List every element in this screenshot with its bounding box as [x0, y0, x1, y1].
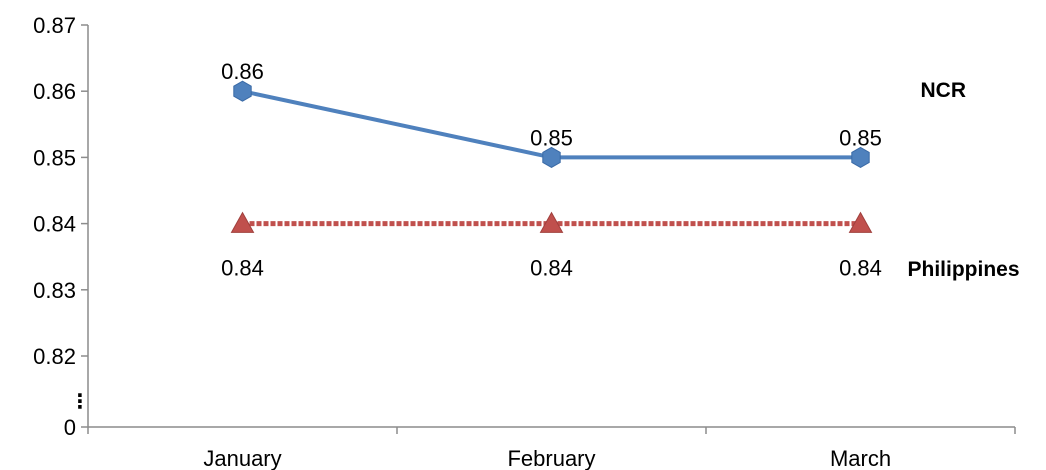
- y-tick-label: 0.87: [33, 13, 76, 38]
- y-tick-label: 0.85: [33, 145, 76, 170]
- data-label-ncr: 0.85: [530, 125, 573, 150]
- series-layer: 0.86 0.85 0.85 NCR 0.84 0.84 0.84 Philippines: [221, 59, 1019, 281]
- x-tick-label: March: [830, 446, 891, 470]
- data-point-ncr: [233, 80, 252, 102]
- data-point-philippines: [848, 211, 873, 233]
- y-tick-label: 0.82: [33, 344, 76, 369]
- data-point-philippines: [539, 211, 564, 233]
- data-point-ncr: [851, 146, 870, 168]
- y-axis-ticks: 0.87 0.86 0.85 0.84 0.83 0.82 0: [33, 13, 88, 440]
- y-tick-label: 0: [64, 415, 76, 440]
- x-axis-ticks: January February March: [87, 427, 1016, 470]
- data-label-philippines: 0.84: [839, 256, 882, 281]
- data-point-ncr: [542, 146, 561, 168]
- data-label-philippines: 0.84: [221, 256, 264, 281]
- y-tick-label: 0.84: [33, 212, 76, 237]
- data-label-philippines: 0.84: [530, 256, 573, 281]
- data-point-philippines: [230, 211, 255, 233]
- y-axis-break-marker: ⋮: [70, 391, 90, 413]
- y-tick-label: 0.86: [33, 79, 76, 104]
- series-name-ncr: NCR: [921, 79, 967, 102]
- series-name-philippines: Philippines: [908, 258, 1020, 281]
- x-tick-label: February: [507, 446, 595, 470]
- data-label-ncr: 0.86: [221, 59, 264, 84]
- y-tick-label: 0.83: [33, 278, 76, 303]
- x-tick-label: January: [203, 446, 281, 470]
- data-label-ncr: 0.85: [839, 125, 882, 150]
